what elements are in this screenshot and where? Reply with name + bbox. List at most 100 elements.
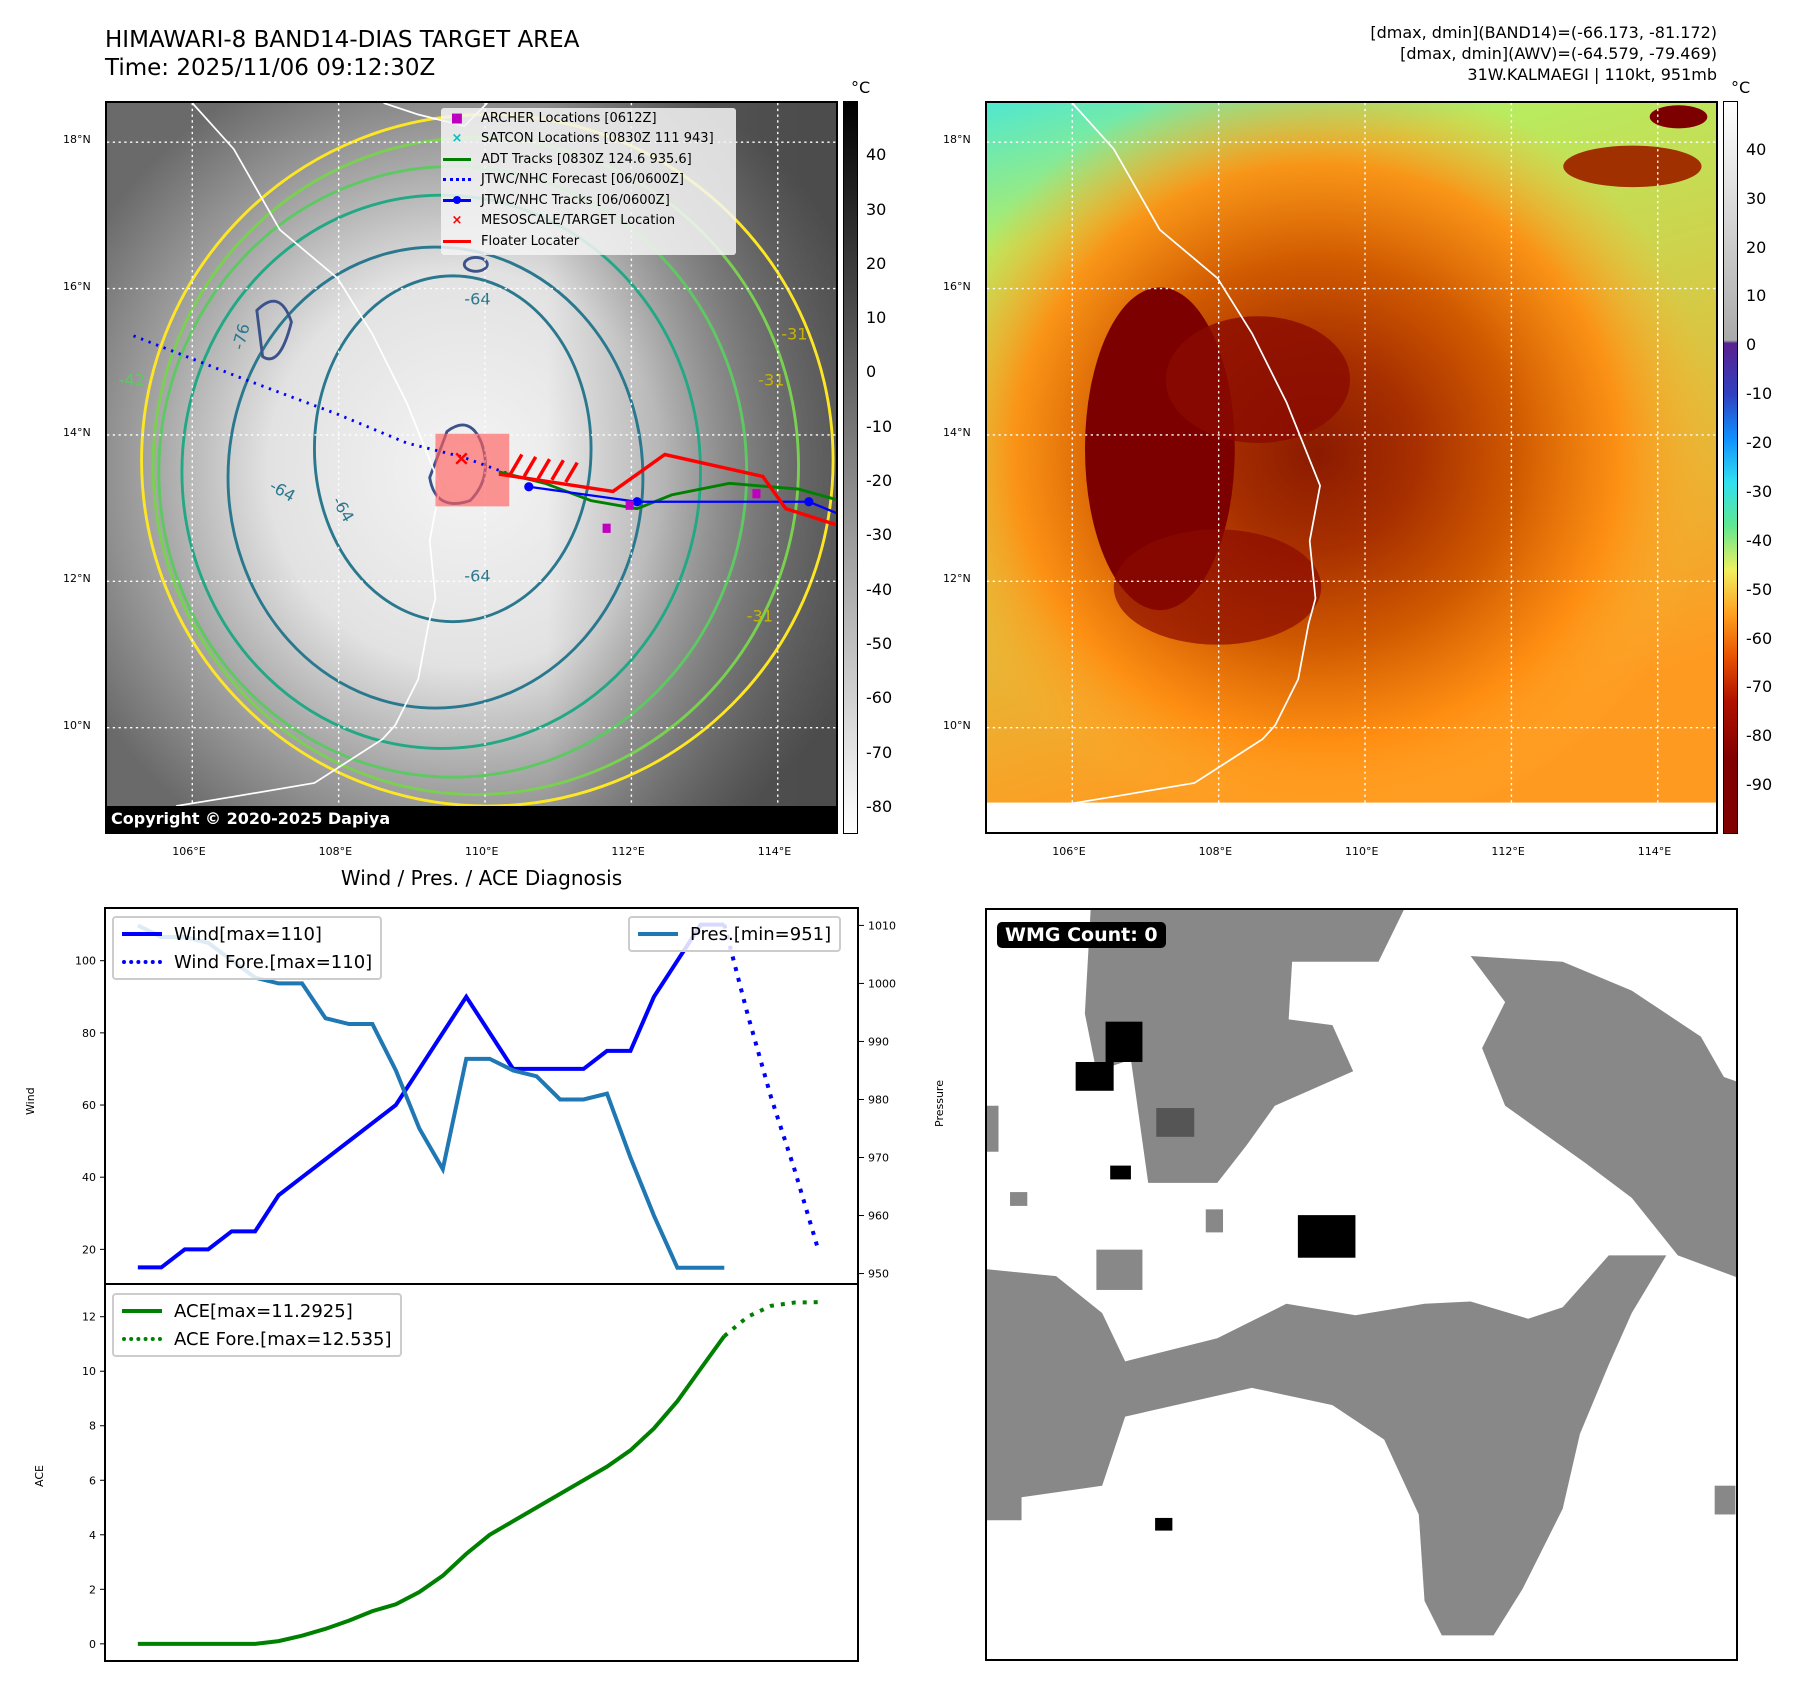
lat-label: 10°N bbox=[943, 718, 971, 732]
contour-labels: -76 -64 -64 -64 -64 -31 -31 -31 -42 bbox=[119, 290, 808, 626]
legend-wind-fore: Wind Fore.[max=110] bbox=[174, 951, 373, 973]
colorbar-tick-label: -20 bbox=[1746, 433, 1773, 453]
y-tick-label: 100 bbox=[75, 955, 96, 968]
map-legend-item: × SATCON Locations [0830Z 111 943] bbox=[441, 129, 736, 150]
y-tick-label: 4 bbox=[89, 1529, 96, 1542]
y-right-tick-label: 990 bbox=[868, 1035, 889, 1048]
lat-label: 16°N bbox=[943, 279, 971, 293]
contour-label: -64 bbox=[464, 290, 490, 309]
y-tick-label: 6 bbox=[89, 1474, 96, 1487]
pressure-axis-label: Pressure bbox=[933, 1080, 946, 1127]
colorbar-tick-label: 30 bbox=[866, 199, 887, 219]
legend-ace-fore: ACE Fore.[max=12.535] bbox=[174, 1328, 392, 1350]
legend-marker-icon bbox=[441, 234, 473, 249]
y-tick-label: 10 bbox=[82, 1365, 96, 1378]
awv-map[interactable] bbox=[985, 101, 1718, 834]
contour-label: -42 bbox=[119, 370, 145, 389]
colorbar-tick-label: -20 bbox=[866, 471, 893, 491]
colorbar-tick-label: -60 bbox=[1746, 628, 1773, 648]
lon-label: 114°E bbox=[757, 845, 792, 858]
awv-range: [dmax, dmin](AWV)=(-64.579, -79.469) bbox=[1400, 44, 1717, 63]
y-tick-label: 20 bbox=[82, 1243, 96, 1256]
map-legend-item: JTWC/NHC Forecast [06/0600Z] bbox=[441, 170, 736, 191]
graticule bbox=[987, 103, 1716, 803]
lon-label: 114°E bbox=[1637, 845, 1672, 858]
y-tick-label: 8 bbox=[89, 1420, 96, 1433]
colorbar-tick-label: -80 bbox=[1746, 726, 1773, 746]
legend-label: SATCON Locations [0830Z 111 943] bbox=[481, 131, 714, 147]
wind-legend: Wind[max=110] Wind Fore.[max=110] bbox=[112, 916, 383, 980]
map-legend-item: ■ ARCHER Locations [0612Z] bbox=[441, 108, 736, 129]
colorbar-tick-label: -50 bbox=[866, 633, 893, 653]
y-tick-label: 60 bbox=[82, 1099, 96, 1112]
y-tick-label: 0 bbox=[89, 1638, 96, 1651]
colorbar-tick-label: -30 bbox=[866, 525, 893, 545]
lon-label: 112°E bbox=[1491, 845, 1525, 858]
coastline bbox=[1056, 103, 1321, 807]
legend-label: MESOSCALE/TARGET Location bbox=[481, 213, 676, 229]
legend-label: ADT Tracks [0830Z 124.6 935.6] bbox=[481, 151, 692, 167]
figure-title: HIMAWARI-8 BAND14-DIAS TARGET AREA Time:… bbox=[105, 26, 579, 82]
contour-label: -64 bbox=[464, 566, 490, 585]
series-line-ace-fore- bbox=[723, 1300, 819, 1338]
lon-label: 112°E bbox=[611, 845, 645, 858]
wmg-count-label: WMG Count: 0 bbox=[997, 922, 1166, 948]
map-legend: ■ ARCHER Locations [0612Z] × SATCON Locatio… bbox=[441, 108, 736, 255]
lat-label: 16°N bbox=[63, 279, 91, 293]
colorbar-tick-label: 10 bbox=[1746, 286, 1767, 306]
band14-map[interactable]: -76 -64 -64 -64 -64 -31 -31 -31 -42 bbox=[105, 101, 838, 834]
lat-label: 14°N bbox=[943, 425, 971, 439]
lon-label: 108°E bbox=[318, 845, 353, 858]
lon-label: 106°E bbox=[1052, 845, 1086, 858]
contour-label: -31 bbox=[747, 607, 773, 626]
series-line-wind-fore- bbox=[722, 924, 821, 1250]
y-right-tick-label: 1000 bbox=[868, 977, 896, 990]
colorbar-tick-label: 30 bbox=[1746, 188, 1767, 208]
time-line: Time: 2025/11/06 09:12:30Z bbox=[105, 55, 436, 81]
colorbar-tick-label: -10 bbox=[1746, 384, 1773, 404]
map-legend-item: Floater Locater bbox=[441, 231, 736, 252]
legend-marker-icon: ■ bbox=[450, 110, 464, 126]
storm-info: [dmax, dmin](BAND14)=(-66.173, -81.172) … bbox=[1370, 22, 1717, 85]
legend-ace: ACE[max=11.2925] bbox=[174, 1300, 353, 1322]
colorbar-tick-label: 10 bbox=[866, 308, 887, 328]
legend-marker-icon bbox=[441, 193, 473, 208]
colorbar-tick-label: -80 bbox=[866, 796, 893, 816]
colorbar-right-unit: °C bbox=[1731, 78, 1751, 97]
target-x-marker: × bbox=[453, 446, 470, 470]
wind-axis-label: Wind bbox=[24, 1087, 37, 1115]
series-line-wind bbox=[137, 922, 725, 1270]
legend-wind: Wind[max=110] bbox=[174, 923, 322, 945]
colorbar-right bbox=[1723, 101, 1738, 834]
ace-axis-label: ACE bbox=[33, 1465, 46, 1487]
lat-label: 12°N bbox=[63, 572, 91, 586]
lon-label: 106°E bbox=[172, 845, 206, 858]
legend-label: ARCHER Locations [0612Z] bbox=[481, 110, 657, 126]
legend-marker-icon bbox=[441, 172, 473, 187]
colorbar-tick-label: -40 bbox=[1746, 530, 1773, 550]
colorbar-left bbox=[843, 101, 858, 834]
map-legend-item: JTWC/NHC Tracks [06/0600Z] bbox=[441, 190, 736, 211]
y-right-tick-label: 960 bbox=[868, 1210, 889, 1223]
map-legend-item: ADT Tracks [0830Z 124.6 935.6] bbox=[441, 149, 736, 170]
colorbar-tick-label: 40 bbox=[866, 145, 887, 165]
colorbar-tick-label: 40 bbox=[1746, 139, 1767, 159]
legend-marker-icon: × bbox=[451, 131, 463, 147]
copyright-bar: Copyright © 2020-2025 Dapiya bbox=[107, 806, 836, 832]
colorbar-tick-label: 0 bbox=[1746, 335, 1757, 355]
wmg-mask bbox=[987, 910, 1736, 1636]
colorbar-tick-label: -60 bbox=[866, 688, 893, 708]
colorbar-tick-label: 20 bbox=[1746, 237, 1767, 257]
map-legend-item: × MESOSCALE/TARGET Location bbox=[441, 211, 736, 232]
wmg-black-cells bbox=[1075, 1021, 1356, 1531]
storm-summary: 31W.KALMAEGI | 110kt, 951mb bbox=[1467, 65, 1717, 84]
lon-label: 108°E bbox=[1198, 845, 1233, 858]
jtwc-track bbox=[528, 485, 836, 515]
ace-legend: ACE[max=11.2925] ACE Fore.[max=12.535] bbox=[112, 1293, 402, 1357]
lon-label: 110°E bbox=[465, 845, 499, 858]
pressure-legend: Pres.[min=951] bbox=[628, 916, 842, 952]
lat-label: 10°N bbox=[63, 718, 91, 732]
legend-label: Floater Locater bbox=[481, 233, 580, 249]
awv-image bbox=[987, 103, 1716, 807]
